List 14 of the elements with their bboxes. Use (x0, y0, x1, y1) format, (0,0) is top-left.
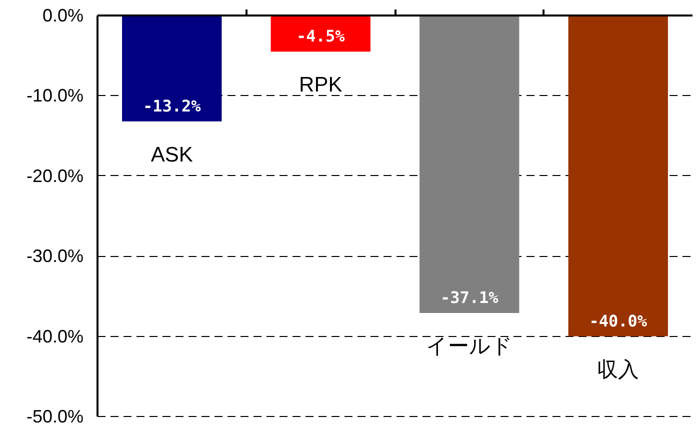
x-tick-label: 収入 (597, 358, 640, 382)
data-label: -37.1% (440, 288, 499, 308)
x-tick-label: RPK (299, 74, 342, 97)
data-label: -4.5% (296, 26, 346, 46)
x-tick-label: ASK (150, 143, 193, 166)
data-label: -40.0% (589, 311, 648, 330)
y-tick-label: -10.0% (26, 86, 84, 106)
y-tick-label: 0.0% (42, 6, 84, 26)
y-tick-label: -30.0% (26, 246, 84, 266)
x-tick-label: イールド (426, 335, 513, 358)
y-tick-label: -40.0% (26, 326, 84, 346)
data-label: -13.2% (142, 96, 202, 116)
y-tick-label: -50.0% (26, 406, 84, 426)
y-tick-label: -20.0% (26, 166, 84, 186)
